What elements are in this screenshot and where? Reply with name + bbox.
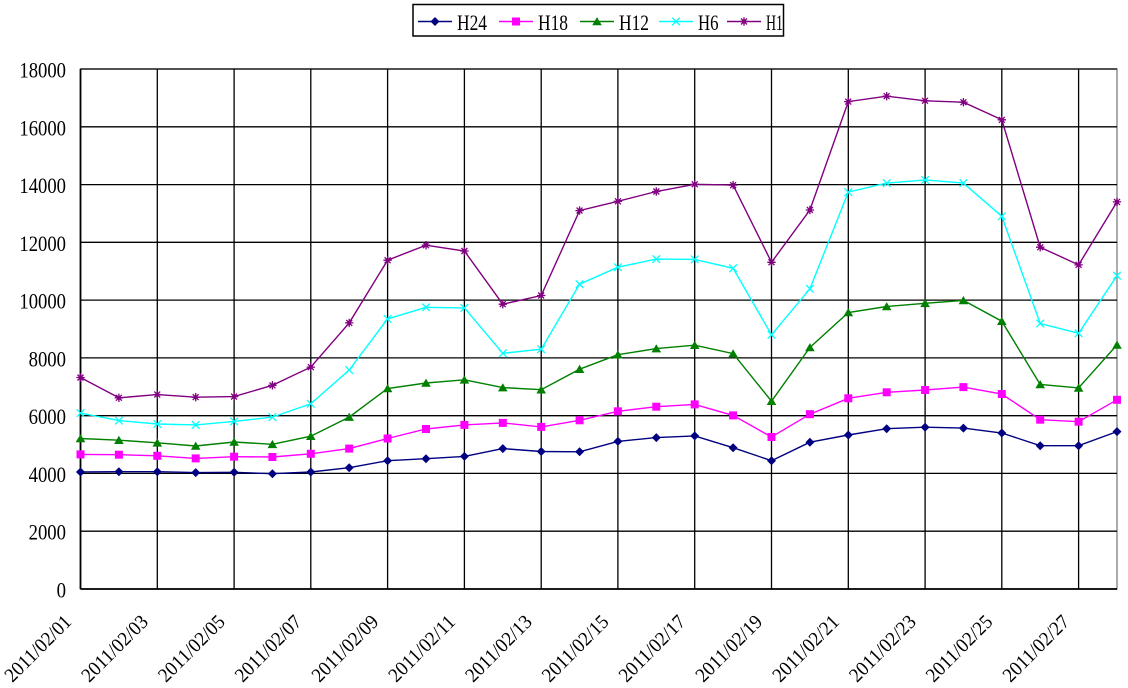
svg-text:4000: 4000 bbox=[29, 462, 66, 487]
svg-text:14000: 14000 bbox=[19, 173, 66, 198]
svg-text:H6: H6 bbox=[698, 10, 719, 35]
svg-text:2000: 2000 bbox=[29, 520, 66, 545]
svg-text:H1: H1 bbox=[766, 10, 783, 35]
svg-text:6000: 6000 bbox=[29, 404, 66, 429]
svg-text:H12: H12 bbox=[619, 10, 649, 35]
svg-text:10000: 10000 bbox=[19, 289, 66, 314]
svg-text:18000: 18000 bbox=[19, 58, 66, 83]
svg-text:16000: 16000 bbox=[19, 115, 66, 140]
svg-text:8000: 8000 bbox=[29, 346, 66, 371]
svg-text:H24: H24 bbox=[457, 10, 487, 35]
svg-text:12000: 12000 bbox=[19, 231, 66, 256]
svg-text:H18: H18 bbox=[538, 10, 568, 35]
svg-text:0: 0 bbox=[57, 578, 66, 603]
